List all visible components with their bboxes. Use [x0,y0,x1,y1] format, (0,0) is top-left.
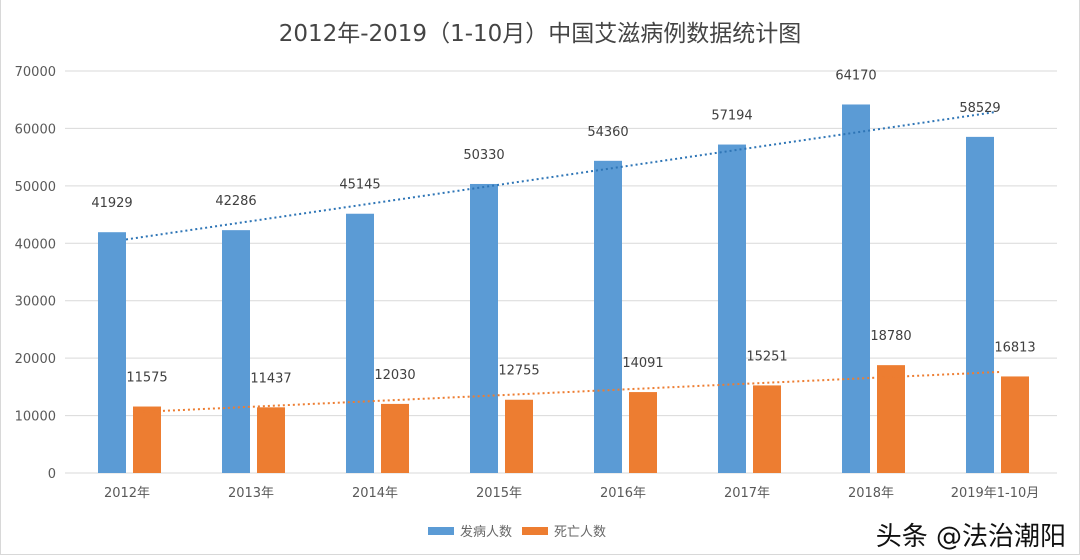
chart-title: 2012年-2019（1-10月）中国艾滋病例数据统计图 [278,21,802,47]
x-tick-label: 2019年1-10月 [951,486,1040,501]
y-tick-label: 0 [48,467,56,482]
y-tick-label: 60000 [15,122,56,137]
bar-deaths [877,365,905,473]
data-label: 12755 [498,364,539,379]
data-label: 18780 [870,329,911,344]
x-tick-label: 2014年 [352,486,398,501]
x-tick-label: 2017年 [724,486,770,501]
bar-deaths [381,403,409,473]
bar-incidence [594,160,622,473]
bar-deaths [505,399,533,473]
watermark: 头条 @法治潮阳 [875,522,1066,552]
data-label: 12030 [374,368,415,383]
bar-incidence [346,213,374,473]
bar-chart: 0 10000 20000 30000 40000 50000 60000 70000 2012… [15,65,1057,501]
bar-incidence [718,144,746,473]
bar-incidence [222,230,250,473]
bar-deaths [133,406,161,473]
legend-swatch-deaths [522,526,549,535]
legend-label-deaths: 死亡人数 [554,525,607,540]
data-label: 58529 [959,101,1000,116]
data-label: 11575 [126,371,167,386]
data-label: 15251 [746,349,787,364]
x-tick-label: 2015年 [476,486,522,501]
data-label: 41929 [91,196,132,211]
data-label: 45145 [339,178,380,193]
x-tick-label: 2018年 [848,486,894,501]
data-label: 54360 [587,125,628,140]
bar-incidence [470,183,498,473]
data-label: 16813 [994,340,1035,355]
y-tick-label: 20000 [15,352,56,367]
bar-incidence [966,136,994,473]
data-label: 42286 [215,194,256,209]
y-tick-label: 50000 [15,180,56,195]
data-label: 57194 [711,109,752,124]
bar-deaths [1001,376,1029,473]
x-tick-label: 2016年 [600,486,646,501]
data-label: 14091 [622,356,663,371]
data-label: 50330 [463,148,504,163]
y-tick-label: 30000 [15,295,56,310]
bar-incidence [842,104,870,473]
bar-deaths [753,385,781,473]
y-tick-label: 40000 [15,237,56,252]
legend-swatch-incidence [428,526,454,535]
x-tick-label: 2012年 [104,486,150,501]
data-label: 11437 [250,371,291,386]
legend-label-incidence: 发病人数 [460,525,513,540]
x-tick-label: 2013年 [228,486,274,501]
y-tick-label: 10000 [15,410,56,425]
bar-incidence [98,232,126,473]
y-tick-label: 70000 [15,65,56,80]
bar-deaths [629,392,657,473]
bar-deaths [257,407,285,473]
trendline-incidence [125,111,995,241]
data-label: 64170 [835,68,876,83]
legend: 发病人数 死亡人数 [418,521,606,540]
